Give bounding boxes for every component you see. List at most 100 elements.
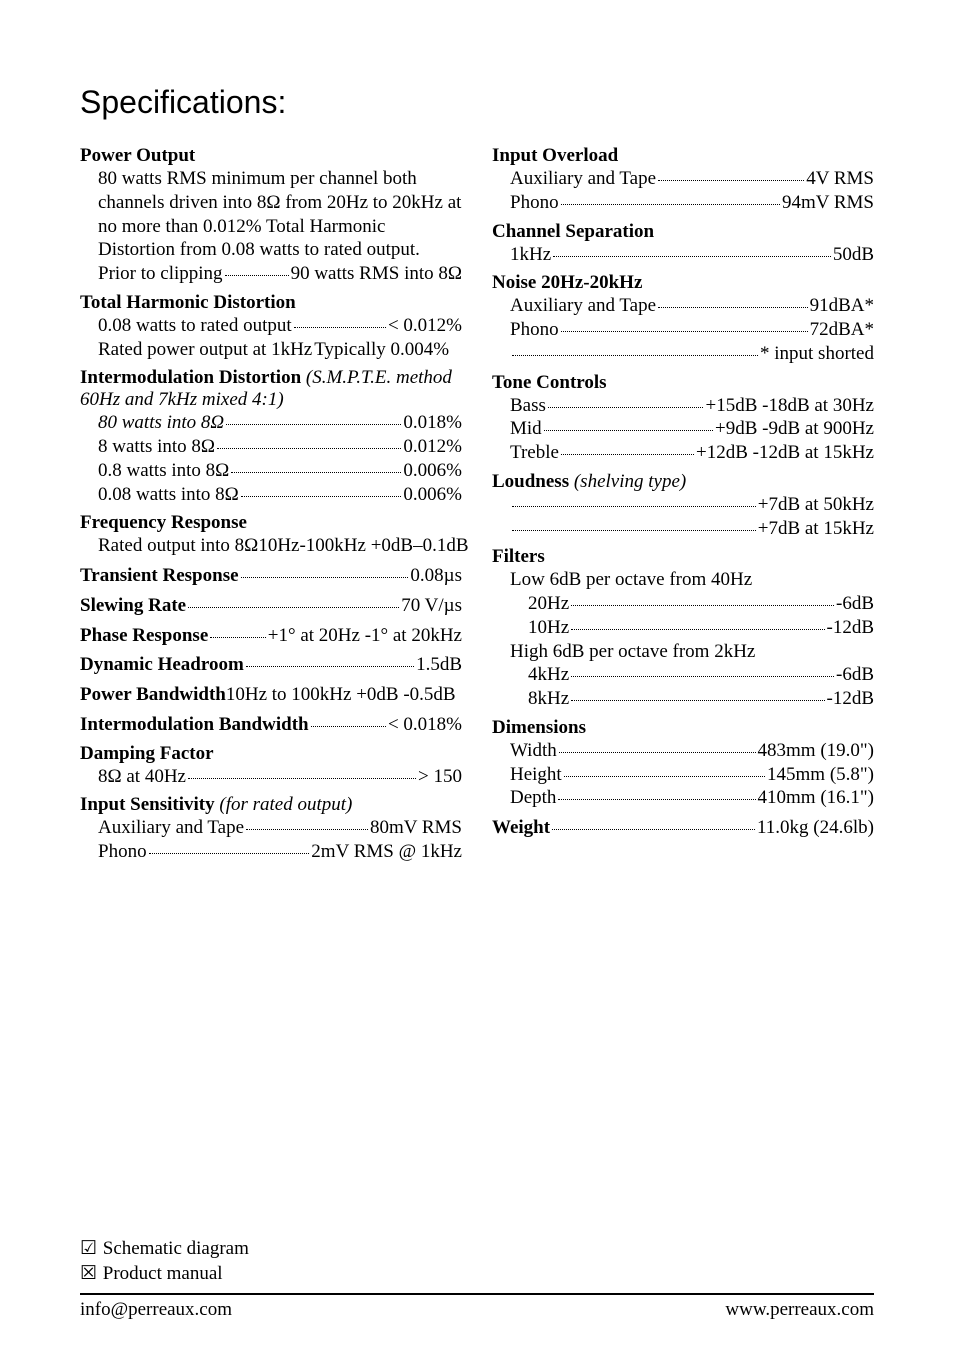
dot-leader bbox=[658, 180, 804, 181]
header-loudness-plain: Loudness bbox=[492, 471, 574, 492]
spec-columns: Power Output 80 watts RMS minimum per ch… bbox=[80, 139, 874, 870]
dot-leader bbox=[571, 605, 834, 606]
dot-leader bbox=[553, 256, 831, 257]
power-output-body: 80 watts RMS minimum per channel both ch… bbox=[80, 167, 462, 262]
label-io-1: Auxiliary and Tape bbox=[510, 167, 656, 191]
value-tone-3: +12dB -12dB at 15kHz bbox=[696, 441, 874, 465]
dot-leader bbox=[658, 307, 808, 308]
header-dimensions: Dimensions bbox=[492, 717, 874, 739]
section-thd: Total Harmonic Distortion 0.08 watts to … bbox=[80, 292, 462, 362]
label-noise-1: Auxiliary and Tape bbox=[510, 294, 656, 318]
label-input-sens-2: Phono bbox=[98, 840, 147, 864]
dot-leader bbox=[241, 496, 402, 497]
dot-leader bbox=[225, 275, 289, 276]
label-fhigh-1: 4kHz bbox=[528, 663, 569, 687]
label-phase: Phase Response bbox=[80, 624, 208, 648]
header-imd: Intermodulation Distortion (S.M.P.T.E. m… bbox=[80, 367, 462, 411]
row-imd-1: 80 watts into 8Ω 0.018% bbox=[80, 411, 462, 435]
value-dim-2: 145mm (5.8") bbox=[767, 763, 874, 787]
dot-leader bbox=[558, 799, 755, 800]
header-loudness: Loudness (shelving type) bbox=[492, 471, 874, 493]
header-damping: Damping Factor bbox=[80, 743, 462, 765]
header-power-output: Power Output bbox=[80, 145, 462, 167]
dot-leader bbox=[548, 407, 704, 408]
label-dim-3: Depth bbox=[510, 786, 556, 810]
row-transient: Transient Response 0.08µs bbox=[80, 564, 462, 588]
value-noise-3: * input shorted bbox=[760, 342, 874, 366]
value-io-2: 94mV RMS bbox=[782, 191, 874, 215]
label-imd-1: 80 watts into 8Ω bbox=[98, 411, 224, 435]
dot-leader bbox=[561, 204, 780, 205]
row-dim-1: Width 483mm (19.0") bbox=[492, 739, 874, 763]
label-damping: 8Ω at 40Hz bbox=[98, 765, 186, 789]
section-power-output: Power Output 80 watts RMS minimum per ch… bbox=[80, 145, 462, 286]
label-tone-3: Treble bbox=[510, 441, 559, 465]
label-freq-resp: Rated output into 8Ω bbox=[98, 534, 258, 558]
value-flow-1: -6dB bbox=[836, 592, 874, 616]
dot-leader bbox=[571, 700, 824, 701]
label-tone-1: Bass bbox=[510, 394, 546, 418]
page: Specifications: Power Output 80 watts RM… bbox=[0, 0, 954, 1351]
row-fhigh-2: 8kHz -12dB bbox=[492, 687, 874, 711]
label-thd-2: Rated power output at 1kHz bbox=[98, 338, 312, 362]
value-io-1: 4V RMS bbox=[806, 167, 874, 191]
section-input-sens: Input Sensitivity (for rated output) Aux… bbox=[80, 794, 462, 864]
right-column: Input Overload Auxiliary and Tape 4V RMS… bbox=[492, 139, 874, 870]
label-weight: Weight bbox=[492, 816, 550, 840]
value-imd-2: 0.012% bbox=[403, 435, 462, 459]
dot-leader bbox=[544, 430, 713, 431]
dot-leader bbox=[149, 853, 310, 854]
header-filters: Filters bbox=[492, 546, 874, 568]
label-noise-2: Phono bbox=[510, 318, 559, 342]
section-loudness: Loudness (shelving type) +7dB at 50kHz +… bbox=[492, 471, 874, 541]
label-flow-2: 10Hz bbox=[528, 616, 569, 640]
label-imd-2: 8 watts into 8Ω bbox=[98, 435, 215, 459]
row-dim-2: Height 145mm (5.8") bbox=[492, 763, 874, 787]
label-prior-clipping: Prior to clipping bbox=[98, 262, 223, 286]
dot-leader bbox=[561, 454, 694, 455]
header-chan-sep: Channel Separation bbox=[492, 221, 874, 243]
left-column: Power Output 80 watts RMS minimum per ch… bbox=[80, 139, 462, 870]
value-freq-resp: 10Hz-100kHz +0dB–0.1dB bbox=[258, 534, 468, 558]
value-thd-1: < 0.012% bbox=[388, 314, 462, 338]
dot-leader bbox=[226, 424, 401, 425]
value-loud-2: +7dB at 15kHz bbox=[758, 517, 874, 541]
row-imbw: Intermodulation Bandwidth < 0.018% bbox=[80, 713, 462, 737]
manual-line: ☒ Product manual bbox=[80, 1261, 874, 1287]
row-input-sens-1: Auxiliary and Tape 80mV RMS bbox=[80, 816, 462, 840]
footer-rule bbox=[80, 1293, 874, 1295]
row-phase: Phase Response +1° at 20Hz -1° at 20kHz bbox=[80, 624, 462, 648]
value-fhigh-2: -12dB bbox=[827, 687, 875, 711]
label-dim-2: Height bbox=[510, 763, 562, 787]
label-imbw: Intermodulation Bandwidth bbox=[80, 713, 309, 737]
label-input-sens-1: Auxiliary and Tape bbox=[98, 816, 244, 840]
label-imd-3: 0.8 watts into 8Ω bbox=[98, 459, 229, 483]
value-headroom: 1.5dB bbox=[416, 653, 462, 677]
dot-leader bbox=[512, 506, 756, 507]
footer-url: www.perreaux.com bbox=[725, 1299, 874, 1321]
row-powerbw: Power Bandwidth 10Hz to 100kHz +0dB -0.5… bbox=[80, 683, 462, 707]
label-fhigh-2: 8kHz bbox=[528, 687, 569, 711]
row-freq-resp: Rated output into 8Ω 10Hz-100kHz +0dB–0.… bbox=[80, 534, 462, 558]
value-weight: 11.0kg (24.6lb) bbox=[757, 816, 874, 840]
section-filters: Filters Low 6dB per octave from 40Hz 20H… bbox=[492, 546, 874, 711]
value-tone-1: +15dB -18dB at 30Hz bbox=[705, 394, 874, 418]
label-cs: 1kHz bbox=[510, 243, 551, 267]
header-input-sens: Input Sensitivity (for rated output) bbox=[80, 794, 462, 816]
row-tone-1: Bass +15dB -18dB at 30Hz bbox=[492, 394, 874, 418]
row-slewing: Slewing Rate 70 V/µs bbox=[80, 594, 462, 618]
value-noise-1: 91dBA* bbox=[810, 294, 874, 318]
section-dimensions: Dimensions Width 483mm (19.0") Height 14… bbox=[492, 717, 874, 810]
row-dim-3: Depth 410mm (16.1") bbox=[492, 786, 874, 810]
dot-leader bbox=[188, 778, 416, 779]
label-imd-4: 0.08 watts into 8Ω bbox=[98, 483, 239, 507]
dot-leader bbox=[571, 629, 824, 630]
label-transient: Transient Response bbox=[80, 564, 239, 588]
filters-low-label: Low 6dB per octave from 40Hz bbox=[492, 568, 874, 592]
dot-leader bbox=[571, 676, 834, 677]
footer-email: info@perreaux.com bbox=[80, 1299, 232, 1321]
row-weight: Weight 11.0kg (24.6lb) bbox=[492, 816, 874, 840]
value-phase: +1° at 20Hz -1° at 20kHz bbox=[268, 624, 462, 648]
footer: ☑ Schematic diagram ☒ Product manual inf… bbox=[80, 1196, 874, 1321]
section-freq-resp: Frequency Response Rated output into 8Ω … bbox=[80, 512, 462, 558]
